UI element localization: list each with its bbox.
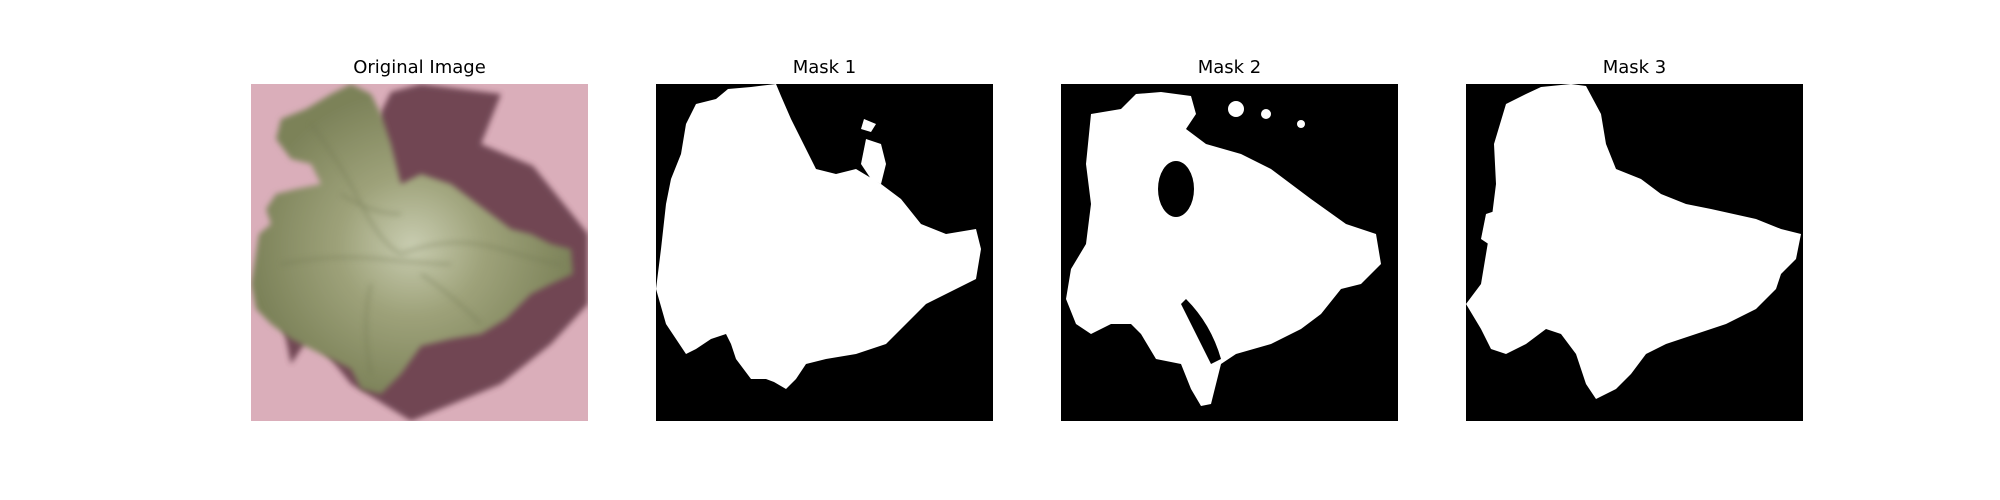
mask-1-image: [656, 84, 993, 421]
panel-mask-2: Mask 2: [1061, 0, 1398, 500]
panel-original-image: Original Image: [251, 0, 588, 500]
original-image: [251, 84, 588, 421]
mask-3-image: [1466, 84, 1803, 421]
panel-mask-3: Mask 3: [1466, 0, 1803, 500]
panel-title: Mask 3: [1466, 57, 1803, 78]
panel-title: Mask 1: [656, 57, 993, 78]
panel-title: Original Image: [251, 57, 588, 78]
mask-2-image: [1061, 84, 1398, 421]
panel-title: Mask 2: [1061, 57, 1398, 78]
panel-mask-1: Mask 1: [656, 0, 993, 500]
